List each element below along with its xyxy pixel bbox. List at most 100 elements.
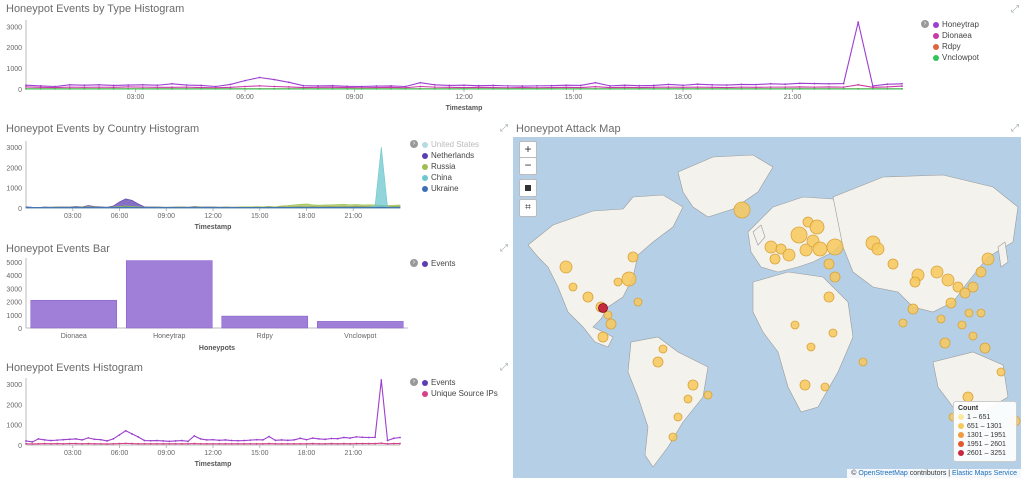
- x-tick-label: Dionaea: [61, 333, 87, 340]
- attack-marker: [967, 281, 979, 293]
- attack-marker: [981, 252, 995, 266]
- data-point: [331, 87, 334, 90]
- expand-icon[interactable]: ⤢: [1011, 123, 1019, 134]
- attack-marker: [952, 281, 964, 293]
- legend-item-netherlands[interactable]: Netherlands: [422, 151, 474, 160]
- data-point: [143, 442, 146, 445]
- legend-item-events[interactable]: Events: [422, 259, 455, 268]
- data-point: [330, 442, 333, 445]
- legend-item-china[interactable]: China: [422, 173, 452, 182]
- data-point: [237, 439, 239, 442]
- expand-icon[interactable]: ⤢: [500, 243, 508, 254]
- attack-marker: [823, 291, 835, 303]
- attack-marker: [733, 201, 751, 219]
- data-point: [361, 436, 364, 439]
- y-tick-label: 4000: [6, 273, 22, 280]
- legend-item-russia[interactable]: Russia: [422, 162, 455, 171]
- crop-fit-icon[interactable]: ⌗: [519, 199, 537, 217]
- data-point: [287, 87, 290, 90]
- legend-item-dionaea[interactable]: Dionaea: [933, 31, 972, 40]
- data-point: [162, 440, 165, 442]
- data-point: [141, 83, 144, 86]
- data-point: [492, 86, 495, 89]
- attack-marker: [799, 243, 813, 257]
- legend-dot: [422, 141, 428, 148]
- data-point: [193, 442, 196, 445]
- data-point: [842, 82, 845, 85]
- data-point: [305, 438, 308, 441]
- events-histogram-legend: › Events Unique Source IPs: [410, 378, 510, 406]
- expand-icon[interactable]: ⤢: [500, 123, 508, 134]
- data-point: [62, 442, 65, 445]
- data-point: [828, 86, 830, 88]
- legend-toggle-icon[interactable]: ›: [410, 378, 418, 386]
- y-tick-label: 3000: [6, 145, 22, 152]
- attack-marker: [559, 260, 573, 274]
- attack-marker: [703, 390, 713, 400]
- data-point: [74, 438, 77, 440]
- data-point: [594, 81, 597, 84]
- attack-marker: [820, 382, 830, 392]
- data-point: [180, 442, 183, 445]
- legend-item-rdpy[interactable]: Rdpy: [933, 42, 961, 51]
- data-point: [31, 441, 34, 443]
- attack-marker: [826, 238, 844, 256]
- elastic-maps-link[interactable]: Elastic Maps Service: [952, 470, 1017, 477]
- x-axis-title: Timestamp: [446, 105, 483, 112]
- attack-map[interactable]: + − ⌗ Count 1 – 651 651 – 1301 1301 – 19…: [513, 137, 1021, 478]
- data-point: [93, 438, 96, 441]
- data-point: [124, 442, 127, 445]
- data-point: [193, 434, 196, 437]
- data-point: [477, 87, 480, 90]
- data-point: [871, 86, 874, 89]
- draw-rectangle-icon[interactable]: [519, 179, 537, 197]
- legend-item-ukraine[interactable]: Ukraine: [422, 184, 459, 193]
- zoom-out-button[interactable]: −: [519, 157, 537, 175]
- openstreetmap-link[interactable]: OpenStreetMap: [858, 470, 908, 477]
- data-point: [521, 87, 524, 90]
- zoom-in-button[interactable]: +: [519, 141, 537, 159]
- data-point: [299, 442, 302, 445]
- data-point: [149, 439, 152, 442]
- data-point: [255, 442, 258, 445]
- data-point: [652, 86, 655, 89]
- data-point: [302, 84, 305, 87]
- data-point: [230, 439, 233, 442]
- legend-toggle-icon[interactable]: ›: [410, 140, 418, 148]
- data-point: [98, 83, 100, 86]
- legend-item-unique-source-ips[interactable]: Unique Source IPs: [422, 389, 498, 398]
- x-axis-title: Timestamp: [195, 461, 232, 468]
- data-point: [367, 436, 370, 439]
- data-point: [828, 82, 830, 85]
- land-asia: [832, 174, 1019, 313]
- y-tick-label: 1000: [6, 313, 22, 320]
- data-point: [375, 86, 378, 89]
- legend-item-events[interactable]: Events: [422, 378, 455, 387]
- data-point: [141, 86, 144, 89]
- data-point: [317, 84, 319, 87]
- data-point: [205, 439, 208, 441]
- land-uk: [752, 224, 766, 246]
- legend-item-honeytrap[interactable]: Honeytrap: [933, 20, 979, 29]
- data-point: [156, 86, 159, 89]
- data-point: [857, 83, 860, 86]
- data-point: [367, 442, 370, 445]
- data-point: [536, 84, 538, 87]
- data-point: [725, 84, 728, 86]
- legend-item-vnclowpot[interactable]: Vnclowpot: [933, 53, 979, 62]
- expand-icon[interactable]: ⤢: [500, 362, 508, 373]
- data-point: [755, 87, 757, 90]
- data-point: [536, 87, 538, 90]
- legend-toggle-icon[interactable]: ›: [921, 20, 929, 28]
- data-point: [433, 83, 436, 86]
- expand-icon[interactable]: ⤢: [1011, 4, 1019, 15]
- data-point: [609, 87, 611, 90]
- legend-item-united-states[interactable]: United States: [422, 140, 479, 149]
- data-point: [784, 87, 787, 90]
- legend-toggle-icon[interactable]: ›: [410, 259, 418, 267]
- data-point: [331, 86, 334, 89]
- data-point: [477, 86, 480, 89]
- x-tick-label: 18:00: [298, 213, 316, 220]
- data-point: [857, 21, 860, 23]
- count-range: 1951 – 2601: [958, 440, 1012, 449]
